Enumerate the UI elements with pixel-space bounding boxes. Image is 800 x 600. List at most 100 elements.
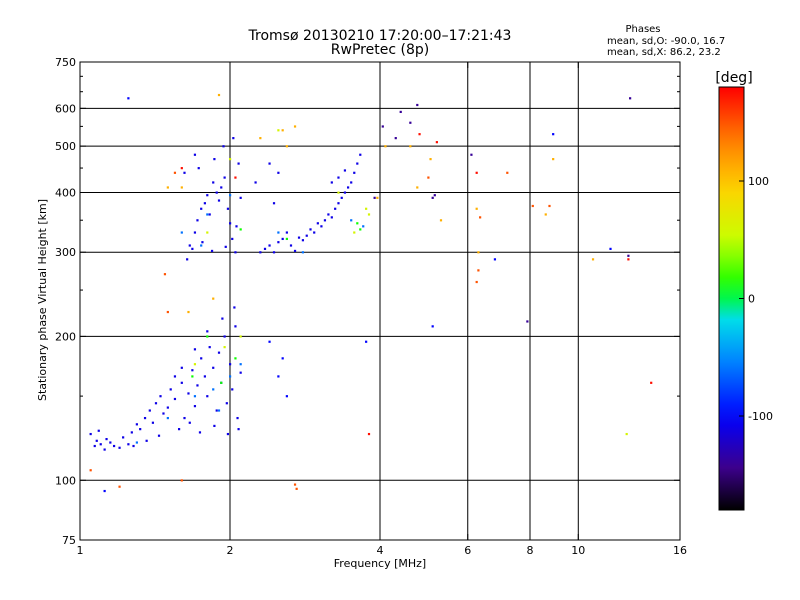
data-point (193, 231, 197, 234)
data-point (381, 125, 384, 128)
data-point (277, 241, 280, 244)
data-point (277, 171, 280, 174)
data-point (213, 158, 216, 161)
y-tick-label: 100 (55, 474, 76, 487)
data-point (105, 437, 108, 441)
data-point (493, 258, 497, 261)
y-tick-label: 300 (55, 246, 76, 259)
data-point (337, 202, 340, 205)
plot-area: 1 2 4 6 8 10 16 75 100 200 300 400 500 600 750 (55, 56, 687, 557)
data-point (236, 416, 239, 420)
data-point (183, 416, 186, 420)
data-point (225, 402, 228, 405)
data-point (200, 357, 203, 360)
data-point (272, 251, 276, 254)
data-point (409, 121, 412, 124)
data-point (193, 153, 197, 156)
data-point (277, 375, 280, 378)
data-point (212, 366, 215, 369)
data-point (353, 231, 356, 234)
data-point (203, 375, 206, 378)
data-point (118, 446, 121, 449)
data-point (196, 384, 199, 387)
data-point (263, 247, 267, 250)
data-point (289, 244, 293, 247)
data-point (356, 162, 359, 165)
data-point (544, 213, 547, 216)
data-point (376, 196, 379, 199)
data-point (226, 432, 230, 436)
data-point (629, 97, 632, 100)
data-point (206, 330, 209, 333)
data-point (416, 186, 419, 189)
data-point (627, 254, 630, 257)
data-point (268, 244, 271, 247)
data-point (148, 409, 151, 412)
data-point (295, 487, 298, 490)
data-point (213, 424, 216, 428)
data-point (475, 280, 478, 284)
data-point (229, 194, 232, 197)
colorbar-tick-label: 0 (748, 293, 755, 306)
data-point (166, 406, 169, 409)
data-point (259, 251, 262, 254)
data-point (223, 335, 226, 338)
data-point (350, 219, 353, 222)
data-point (365, 340, 368, 343)
data-point (281, 237, 284, 241)
data-point (433, 194, 436, 197)
data-point (109, 441, 112, 444)
data-point (337, 176, 340, 179)
data-point (226, 207, 230, 210)
data-point (277, 129, 280, 132)
data-point (162, 412, 165, 415)
x-tick-label: 16 (673, 544, 687, 557)
data-point (313, 231, 316, 234)
data-point (132, 444, 135, 448)
data-point (217, 93, 221, 97)
data-point (151, 421, 155, 424)
data-point (169, 388, 172, 391)
data-point (427, 176, 430, 179)
data-point (224, 245, 227, 248)
data-point (130, 431, 133, 434)
data-point (367, 213, 371, 216)
colorbar-tick-label: 100 (748, 175, 769, 188)
colorbar-tick-label: -100 (748, 410, 773, 423)
data-point (234, 176, 237, 179)
data-point (89, 469, 92, 472)
data-point (193, 363, 197, 366)
data-point (191, 375, 194, 378)
data-point (293, 483, 297, 486)
data-point (418, 133, 421, 136)
data-point (173, 397, 177, 401)
x-tick-label: 4 (377, 544, 384, 557)
data-point (186, 258, 189, 261)
y-tick-label: 400 (55, 186, 76, 199)
data-point (316, 222, 319, 225)
data-point (197, 167, 200, 170)
data-point (122, 436, 125, 439)
data-point (416, 103, 419, 107)
data-point (268, 340, 271, 343)
data-point (237, 428, 240, 431)
data-point (196, 219, 199, 222)
data-point (239, 335, 242, 338)
data-point (212, 297, 215, 300)
x-axis-label: Frequency [MHz] (334, 557, 426, 570)
data-point (234, 251, 237, 254)
data-point (208, 213, 211, 216)
info-line-o: mean, sd,O: -90.0, 16.7 (607, 36, 725, 47)
y-tick-label: 600 (55, 102, 76, 115)
data-point (285, 395, 288, 398)
data-point (229, 363, 232, 366)
data-point (367, 432, 371, 436)
data-point (239, 228, 242, 231)
x-tick-label: 8 (527, 544, 534, 557)
data-point (277, 231, 280, 234)
x-tick-label: 6 (464, 544, 471, 557)
y-tick-label: 750 (55, 56, 76, 69)
data-point (552, 158, 555, 161)
data-point (99, 443, 102, 446)
